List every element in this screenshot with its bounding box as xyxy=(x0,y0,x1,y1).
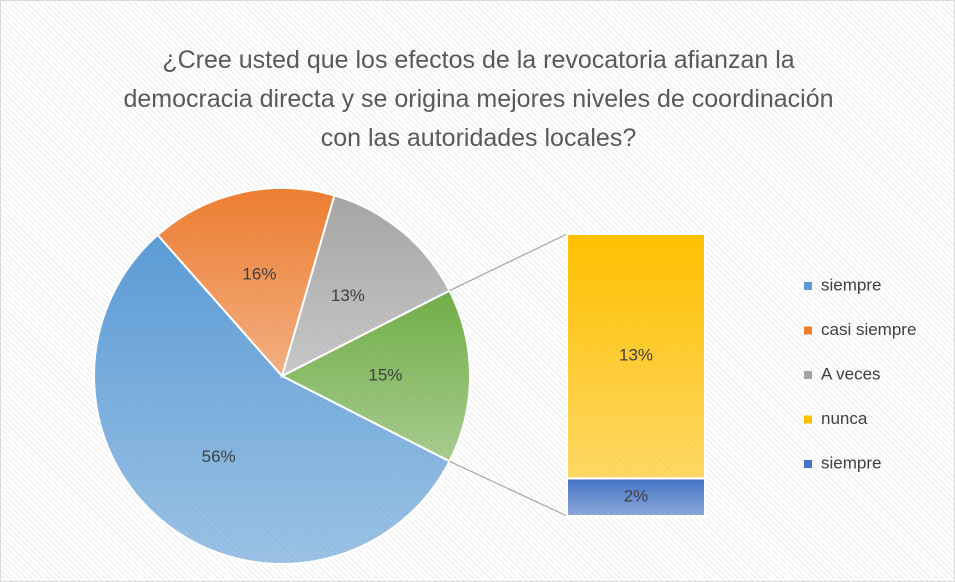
legend-swatch xyxy=(804,326,812,335)
data-label: 56% xyxy=(202,447,236,466)
connector xyxy=(449,233,568,292)
legend-label: A veces xyxy=(821,364,881,383)
legend-label: casi siempre xyxy=(821,320,916,339)
legend-swatch xyxy=(804,460,812,468)
data-label: 15% xyxy=(368,365,402,384)
legend-label: siempre xyxy=(821,275,881,294)
legend-swatch xyxy=(804,371,812,379)
connector xyxy=(449,460,568,517)
legend-label: siempre xyxy=(821,453,881,472)
bar-segment xyxy=(566,233,706,480)
data-label: 16% xyxy=(242,265,276,284)
pie-slice xyxy=(280,194,451,378)
legend-swatch xyxy=(804,282,812,290)
legend-swatch xyxy=(804,415,812,424)
pie-slice xyxy=(279,289,471,463)
pie-slice xyxy=(93,233,451,565)
pie-slice xyxy=(156,187,336,379)
data-label: 13% xyxy=(619,346,653,365)
legend-label: nunca xyxy=(821,409,868,428)
data-label: 13% xyxy=(331,286,365,305)
chart-title: ¿Cree usted que los efectos de la revoca… xyxy=(123,46,834,152)
data-label: 2% xyxy=(624,487,649,506)
